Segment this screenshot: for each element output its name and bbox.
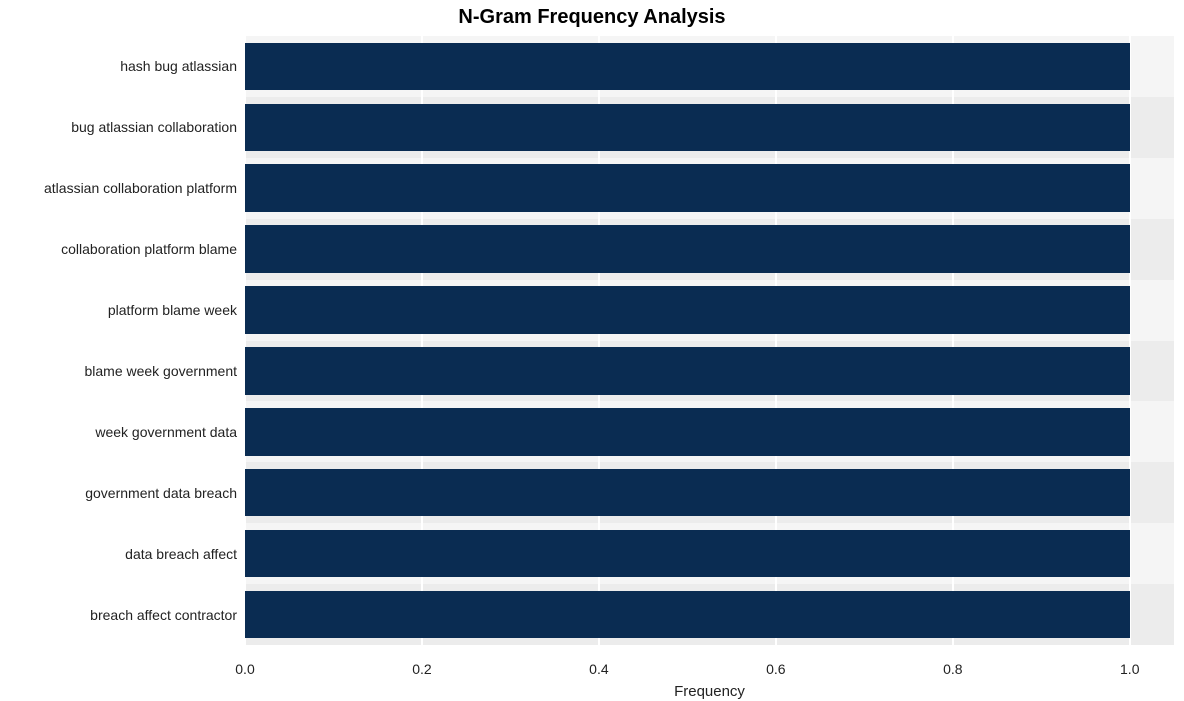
bar (245, 347, 1130, 395)
y-tick-label: data breach affect (125, 546, 245, 562)
y-tick-label: platform blame week (108, 302, 245, 318)
bar (245, 104, 1130, 152)
x-tick-label: 1.0 (1120, 645, 1139, 677)
y-tick-label: week government data (95, 424, 245, 440)
y-tick-label: hash bug atlassian (120, 58, 245, 74)
x-tick-label: 0.2 (412, 645, 431, 677)
bar (245, 43, 1130, 91)
ngram-bar-chart: N-Gram Frequency Analysis Frequency 0.00… (0, 0, 1184, 701)
y-tick-label: government data breach (85, 485, 245, 501)
bar (245, 225, 1130, 273)
x-tick-label: 0.0 (235, 645, 254, 677)
bar (245, 469, 1130, 517)
bar (245, 530, 1130, 578)
y-tick-label: blame week government (84, 363, 245, 379)
bar (245, 408, 1130, 456)
y-tick-label: atlassian collaboration platform (44, 180, 245, 196)
x-axis-label: Frequency (674, 645, 745, 700)
y-tick-label: bug atlassian collaboration (71, 119, 245, 135)
bar (245, 591, 1130, 639)
bar (245, 286, 1130, 334)
bar (245, 164, 1130, 212)
y-tick-label: breach affect contractor (90, 607, 245, 623)
x-tick-label: 0.8 (943, 645, 962, 677)
y-tick-label: collaboration platform blame (61, 241, 245, 257)
chart-title: N-Gram Frequency Analysis (0, 6, 1184, 29)
x-tick-label: 0.4 (589, 645, 608, 677)
x-tick-label: 0.6 (766, 645, 785, 677)
plot-area: Frequency 0.00.20.40.60.81.0hash bug atl… (245, 36, 1174, 645)
